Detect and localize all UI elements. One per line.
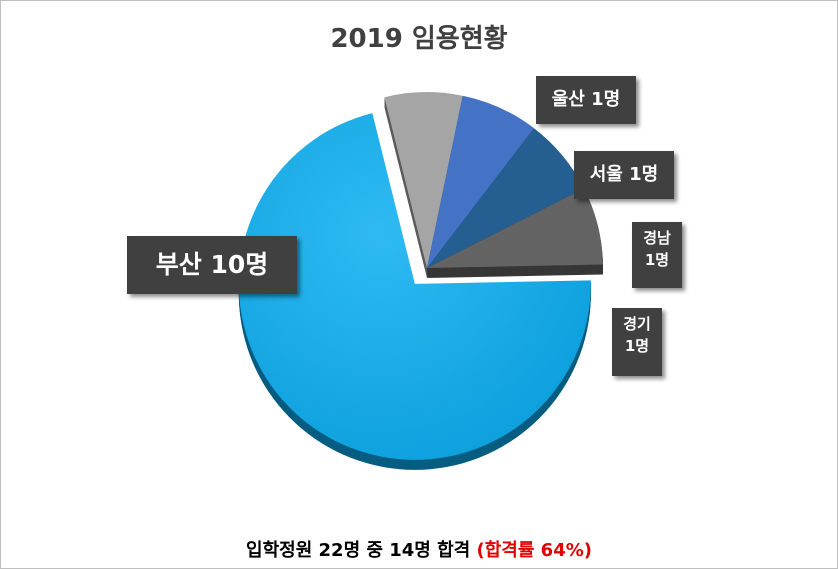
slice-울산 [384,92,463,268]
label-gyeongnam-count: 1명 [644,250,670,269]
label-seoul: 서울 1명 [574,151,674,199]
label-seoul-text: 서울 1명 [589,164,659,185]
label-gyeonggi: 경기 1명 [612,308,662,376]
slice-부산 [238,113,591,460]
chart-title: 2019 임용현황 [330,24,508,54]
footer-summary: 입학정원 22명 중 14명 합격 (합격률 64%) [0,536,838,562]
label-busan: 부산 10명 [127,236,297,294]
label-ulsan: 울산 1명 [536,76,636,124]
slice-경기 [427,188,603,268]
label-gyeongnam: 경남 1명 [632,222,682,288]
label-busan-text: 부산 10명 [155,250,269,279]
slice-서울 [427,95,534,268]
label-gyeongnam-name: 경남 [643,229,671,247]
label-gyeonggi-count: 1명 [624,336,650,355]
slice-경남 [427,128,584,268]
footer-rate: (합격률 64%) [476,540,592,561]
label-ulsan-text: 울산 1명 [551,89,621,110]
footer-text: 입학정원 22명 중 14명 합격 [246,540,477,561]
label-gyeonggi-name: 경기 [623,315,651,333]
